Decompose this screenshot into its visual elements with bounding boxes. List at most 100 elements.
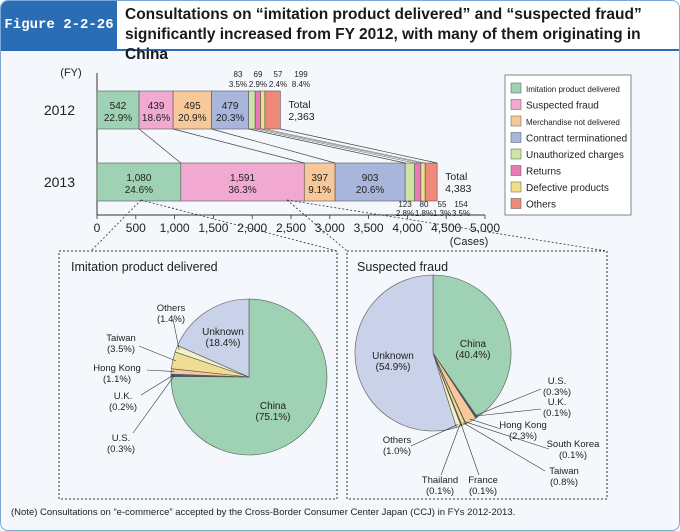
bar-value-label: 495 — [184, 101, 201, 112]
pie-label: U.K. — [548, 397, 566, 408]
bar-pct-label: 2.4% — [269, 80, 287, 89]
pie-leader-line — [464, 421, 550, 450]
pie-label: (40.4%) — [455, 350, 490, 361]
pie-label: (0.3%) — [107, 444, 135, 455]
legend-label: Suspected fraud — [526, 101, 599, 112]
figure-title: Consultations on “imitation product deli… — [125, 6, 642, 63]
bar-pct-label: 36.3% — [228, 185, 256, 196]
pie-label: China — [460, 339, 487, 350]
bar-value-label: 1,080 — [126, 173, 151, 184]
x-tick-label: 3,000 — [315, 221, 345, 235]
pie-label: South Korea — [547, 439, 601, 450]
bar-segment — [180, 162, 305, 202]
legend-label: Unauthorized charges — [526, 150, 624, 161]
pie-label: U.K. — [114, 391, 132, 402]
pie-label: (1.4%) — [157, 314, 185, 325]
pie-label: Unknown — [372, 351, 414, 362]
bar-pct-label: 1.8% — [415, 209, 433, 218]
x-tick-label: 5,000 — [470, 221, 500, 235]
legend-swatch — [510, 148, 522, 160]
legend-swatch — [510, 115, 522, 127]
bar-value-label: 903 — [362, 173, 379, 184]
pie-label: (0.1%) — [559, 450, 587, 461]
bar-pct-label: 22.9% — [104, 113, 132, 124]
bar-pct-label: 2.9% — [249, 80, 267, 89]
bar-pct-label: 2.8% — [396, 209, 414, 218]
pie-slice — [432, 274, 512, 418]
total-label: Total — [288, 99, 310, 111]
pie-slice — [354, 274, 457, 432]
legend-label: Others — [526, 200, 556, 211]
connector-line — [173, 128, 305, 164]
x-tick-label: 4,000 — [392, 221, 422, 235]
pie-label: (0.2%) — [109, 402, 137, 413]
bar-value-label: 55 — [438, 200, 447, 209]
pie-label: (1.1%) — [103, 374, 131, 385]
connector-line — [260, 128, 421, 164]
x-tick-label: 4,500 — [431, 221, 461, 235]
pie-leader-line — [138, 345, 176, 362]
connector-line — [280, 128, 438, 164]
pie-leader-line — [460, 423, 480, 476]
pie-title: Suspected fraud — [357, 260, 448, 274]
bar-pct-label: 20.6% — [356, 185, 384, 196]
pie-label: (18.4%) — [205, 338, 240, 349]
legend-swatch — [510, 181, 522, 193]
bar-segment — [248, 90, 256, 130]
pie-leader-line — [410, 424, 459, 447]
x-tick-label: 2,000 — [237, 221, 267, 235]
bar-pct-label: 24.6% — [125, 185, 153, 196]
legend-swatch — [510, 99, 522, 110]
pie-label: (0.8%) — [550, 477, 578, 488]
figure-header: Figure 2-2-26 Consultations on “imitatio… — [1, 1, 679, 63]
pie-leader-line — [146, 369, 175, 372]
pie-label: (1.0%) — [383, 446, 411, 457]
legend-swatch — [510, 165, 522, 176]
bar-value-label: 154 — [454, 200, 468, 209]
bar-value-label: 69 — [254, 70, 263, 79]
legend-label: Contract terminationed — [526, 134, 627, 145]
pie-label: (54.9%) — [375, 362, 410, 373]
pie-leader-line — [172, 318, 180, 350]
total-label: Total — [445, 171, 467, 183]
legend-box — [504, 74, 632, 216]
connector-line — [138, 128, 182, 164]
bar-segment — [420, 162, 426, 202]
bar-value-label: 199 — [294, 70, 308, 79]
bar-segment — [414, 162, 422, 202]
pie-title: Imitation product delivered — [71, 260, 218, 274]
x-axis-title: (Cases) — [450, 236, 489, 248]
pie-slice — [177, 298, 250, 378]
pie-label: (0.1%) — [426, 486, 454, 497]
bar-segment — [303, 162, 336, 202]
legend-label: Defective products — [526, 183, 609, 194]
x-tick-label: 500 — [126, 221, 146, 235]
bar-segment — [211, 90, 250, 130]
bar-pct-label: 20.3% — [216, 113, 244, 124]
connector-line — [211, 128, 336, 164]
pie-label: (0.1%) — [543, 408, 571, 419]
bar-segment — [254, 90, 261, 130]
bar-to-panel-line — [140, 199, 338, 252]
pie-label: (0.1%) — [469, 486, 497, 497]
bar-segment — [334, 162, 406, 202]
bar-segment — [404, 162, 415, 202]
bar-segment — [424, 162, 438, 202]
pie-leader-line — [475, 388, 542, 416]
bar-value-label: 80 — [420, 200, 429, 209]
bar-value-label: 439 — [148, 101, 165, 112]
pie-label: Taiwan — [106, 333, 136, 344]
pie-label: France — [468, 475, 498, 486]
x-tick-label: 2,500 — [276, 221, 306, 235]
bar-segment — [264, 90, 281, 130]
pie-label: (3.5%) — [107, 344, 135, 355]
pie-panel-border — [58, 250, 338, 500]
pie-label: Thailand — [422, 475, 458, 486]
bar-value-label: 123 — [398, 200, 412, 209]
pie-leader-line — [140, 374, 175, 396]
bar-pct-label: 1.3% — [433, 209, 451, 218]
pie-label: U.S. — [548, 376, 566, 387]
bar-value-label: 479 — [222, 101, 239, 112]
